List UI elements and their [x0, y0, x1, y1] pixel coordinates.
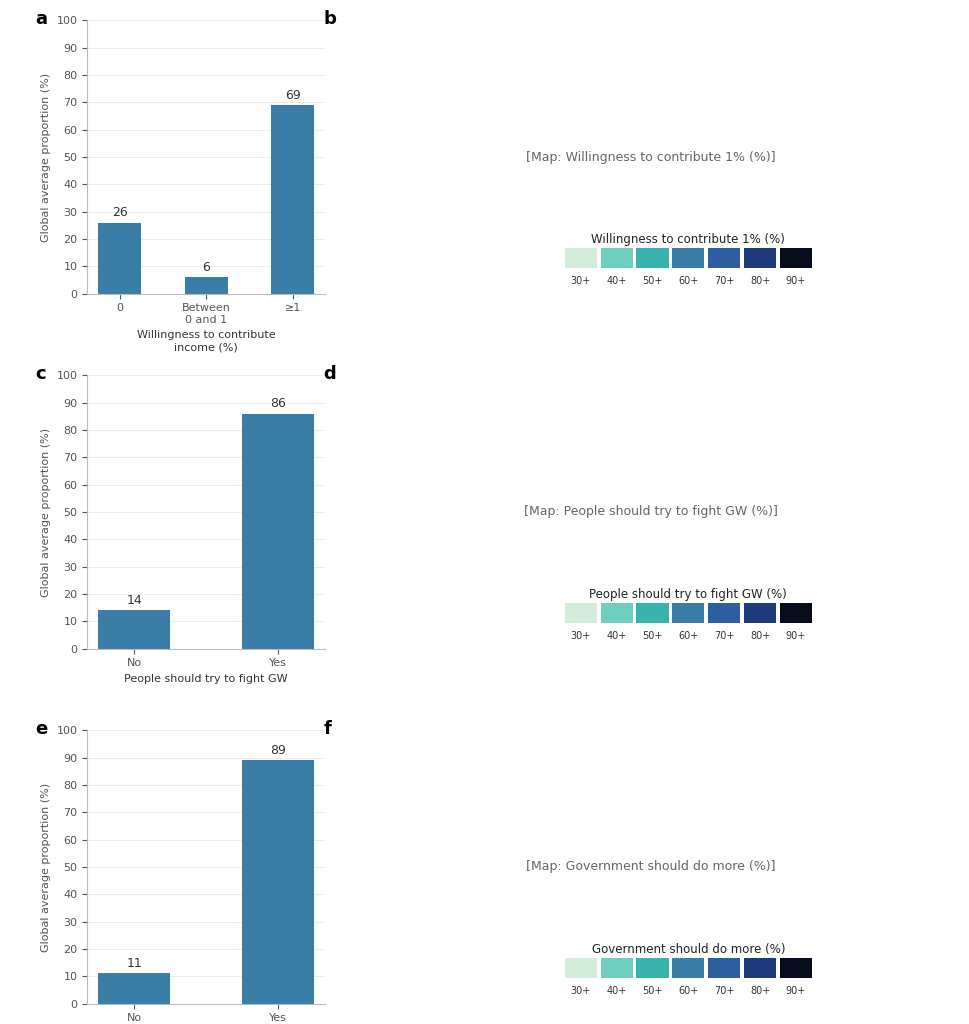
Bar — [564, 958, 596, 978]
Text: 50+: 50+ — [641, 986, 662, 995]
Text: 70+: 70+ — [713, 275, 734, 286]
Text: 50+: 50+ — [641, 631, 662, 641]
Text: 80+: 80+ — [749, 275, 769, 286]
Text: 90+: 90+ — [785, 275, 805, 286]
Bar — [743, 603, 775, 623]
Bar — [600, 603, 632, 623]
Text: c: c — [35, 365, 46, 383]
Text: f: f — [324, 720, 331, 737]
Text: 40+: 40+ — [606, 275, 626, 286]
Bar — [98, 222, 141, 294]
Y-axis label: Global average proportion (%): Global average proportion (%) — [41, 782, 51, 951]
Bar — [743, 249, 775, 267]
Text: 50+: 50+ — [641, 275, 662, 286]
Text: 60+: 60+ — [677, 631, 698, 641]
Bar — [242, 761, 314, 1004]
Y-axis label: Global average proportion (%): Global average proportion (%) — [41, 427, 51, 597]
Bar — [564, 603, 596, 623]
Text: Government should do more (%): Government should do more (%) — [591, 943, 784, 955]
Text: 30+: 30+ — [570, 275, 590, 286]
Text: 60+: 60+ — [677, 986, 698, 995]
Text: d: d — [324, 365, 336, 383]
Text: People should try to fight GW (%): People should try to fight GW (%) — [589, 588, 787, 601]
Text: 70+: 70+ — [713, 986, 734, 995]
Text: 30+: 30+ — [570, 631, 590, 641]
Text: 69: 69 — [285, 89, 300, 101]
X-axis label: Willingness to contribute
income (%): Willingness to contribute income (%) — [137, 331, 275, 352]
Bar — [600, 958, 632, 978]
Y-axis label: Global average proportion (%): Global average proportion (%) — [41, 73, 51, 242]
Text: 6: 6 — [202, 261, 210, 273]
Bar — [672, 958, 703, 978]
Text: 30+: 30+ — [570, 986, 590, 995]
Text: 86: 86 — [270, 397, 286, 411]
Bar — [672, 603, 703, 623]
Bar — [242, 414, 314, 648]
Bar — [564, 249, 596, 267]
Bar — [707, 603, 739, 623]
Text: 80+: 80+ — [749, 631, 769, 641]
Bar — [779, 603, 811, 623]
Bar — [636, 958, 668, 978]
Bar — [779, 249, 811, 267]
Text: [Map: Government should do more (%)]: [Map: Government should do more (%)] — [526, 860, 775, 873]
Bar — [707, 249, 739, 267]
Text: 90+: 90+ — [785, 631, 805, 641]
Text: 89: 89 — [270, 744, 286, 757]
Text: [Map: People should try to fight GW (%)]: [Map: People should try to fight GW (%)] — [524, 506, 777, 518]
Bar — [779, 958, 811, 978]
X-axis label: People should try to fight GW: People should try to fight GW — [124, 674, 288, 684]
Text: 26: 26 — [111, 206, 128, 219]
Bar — [600, 249, 632, 267]
Text: a: a — [35, 9, 47, 28]
Text: 11: 11 — [126, 957, 141, 970]
Text: [Map: Willingness to contribute 1% (%)]: [Map: Willingness to contribute 1% (%)] — [526, 151, 775, 164]
Bar — [636, 249, 668, 267]
Text: 60+: 60+ — [677, 275, 698, 286]
Text: 90+: 90+ — [785, 986, 805, 995]
Text: e: e — [35, 720, 47, 737]
Text: b: b — [324, 9, 336, 28]
Bar — [636, 603, 668, 623]
Text: 14: 14 — [126, 594, 141, 607]
Bar — [98, 974, 170, 1004]
Bar — [98, 610, 170, 648]
Text: 70+: 70+ — [713, 631, 734, 641]
Text: 40+: 40+ — [606, 631, 626, 641]
Bar — [184, 278, 228, 294]
Text: 80+: 80+ — [749, 986, 769, 995]
Bar — [707, 958, 739, 978]
Text: 40+: 40+ — [606, 986, 626, 995]
Bar — [672, 249, 703, 267]
Bar — [270, 105, 314, 294]
Text: Willingness to contribute 1% (%): Willingness to contribute 1% (%) — [591, 232, 785, 246]
Bar — [743, 958, 775, 978]
